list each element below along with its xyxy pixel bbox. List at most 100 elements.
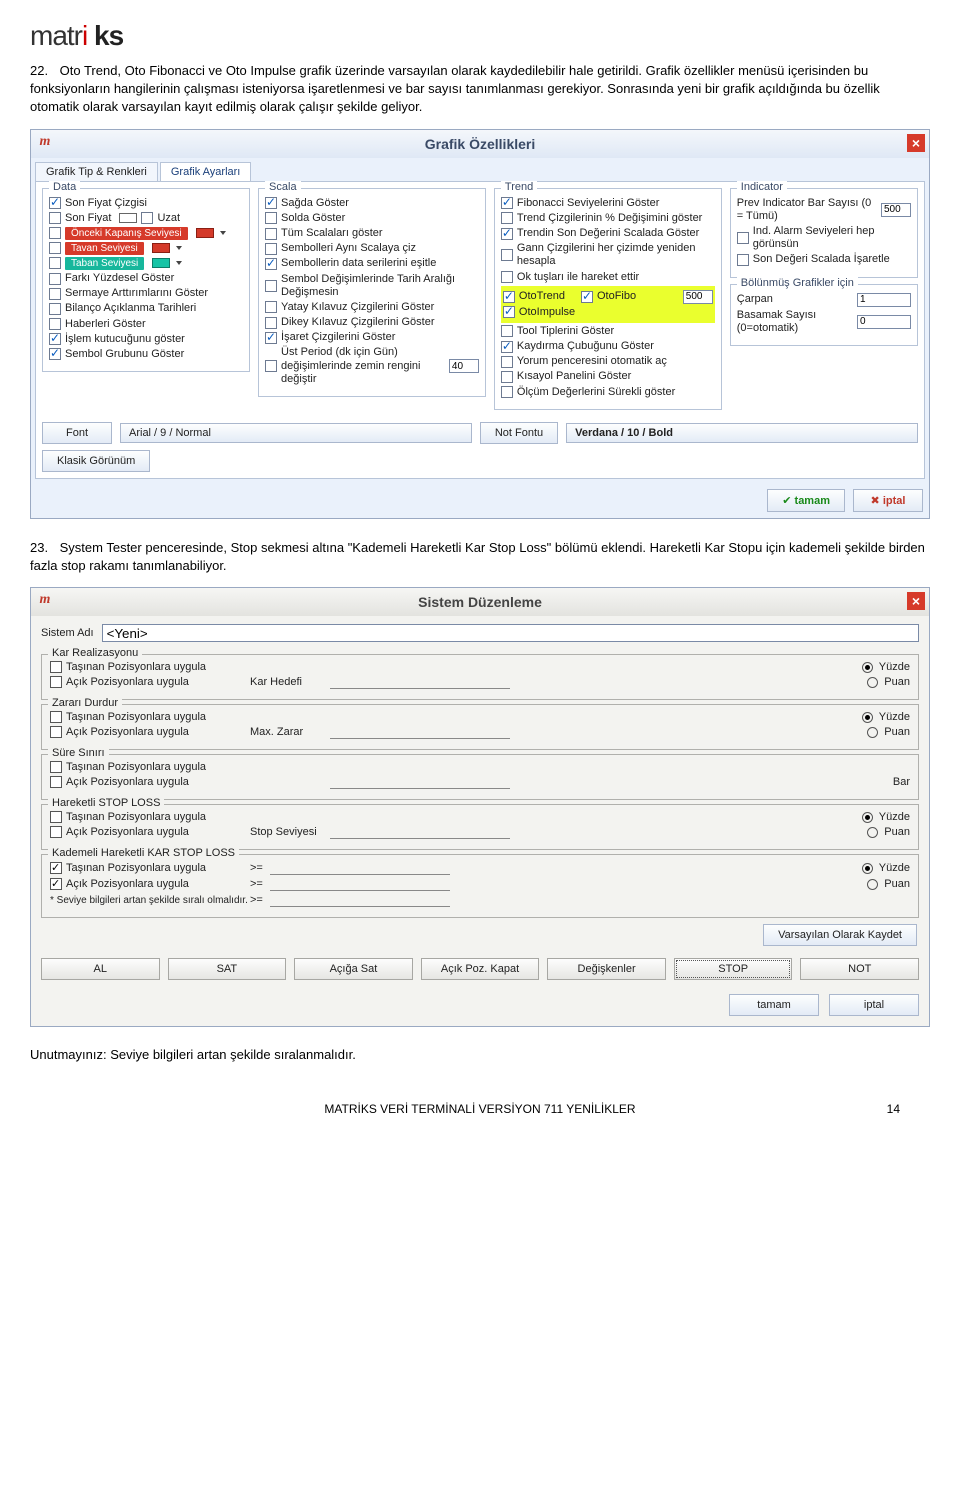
- lbl-son-deger: Son Değeri Scalada İşaretle: [753, 253, 890, 266]
- chk-son-fiyat[interactable]: [49, 212, 61, 224]
- chk-solda[interactable]: [265, 212, 277, 224]
- radio-kad-yuzde[interactable]: [862, 863, 873, 874]
- chk-otoimpulse[interactable]: [503, 306, 515, 318]
- radio-g1-puan[interactable]: [867, 727, 878, 738]
- swatch-red-2[interactable]: [152, 243, 170, 253]
- chk-g2-r0[interactable]: [50, 761, 62, 773]
- tab-grafik-tip[interactable]: Grafik Tip & Renkleri: [35, 162, 158, 181]
- chk-trend-yuzde[interactable]: [501, 212, 513, 224]
- swatch-teal[interactable]: [152, 258, 170, 268]
- chk-g1-r1[interactable]: [50, 726, 62, 738]
- input-basamak[interactable]: [857, 315, 911, 329]
- radio-g3-yuzde[interactable]: [862, 812, 873, 823]
- lbl-g2-r0: Taşınan Pozisyonlara uygula: [66, 761, 206, 773]
- chk-son-deger[interactable]: [737, 254, 749, 266]
- close-icon[interactable]: ×: [907, 134, 925, 152]
- chk-onceki-kapanis[interactable]: [49, 227, 61, 239]
- klasik-gorunum-button[interactable]: Klasik Görünüm: [42, 450, 150, 472]
- group-1: Zararı DurdurTaşınan Pozisyonlara uygula…: [41, 704, 919, 750]
- chk-fark-yuzdesel[interactable]: [49, 273, 61, 285]
- chk-tavan[interactable]: [49, 242, 61, 254]
- chk-olcum[interactable]: [501, 386, 513, 398]
- chevron-down-icon[interactable]: [174, 243, 184, 253]
- chk-g3-r1[interactable]: [50, 826, 62, 838]
- chk-uzat[interactable]: [141, 212, 153, 224]
- font-button[interactable]: Font: [42, 422, 112, 444]
- radio-kad-puan[interactable]: [867, 879, 878, 890]
- kad-input-2[interactable]: [270, 877, 450, 891]
- tab-grafik-ayarlari[interactable]: Grafik Ayarları: [160, 162, 252, 181]
- chk-ust-period[interactable]: [265, 360, 277, 372]
- chevron-down-icon[interactable]: [174, 258, 184, 268]
- tab-stop[interactable]: STOP: [674, 958, 793, 980]
- notfont-button[interactable]: Not Fontu: [480, 422, 558, 444]
- chk-g3-r0[interactable]: [50, 811, 62, 823]
- chk-dikey-kilavuz[interactable]: [265, 317, 277, 329]
- input-ust-period[interactable]: [449, 359, 479, 373]
- chevron-down-icon[interactable]: [218, 228, 228, 238]
- sistem-tamam-button[interactable]: tamam: [729, 994, 819, 1016]
- chk-kad-acik[interactable]: [50, 878, 62, 890]
- chk-ototrend[interactable]: [503, 291, 515, 303]
- chk-degismesin[interactable]: [265, 280, 277, 292]
- chk-g0-r0[interactable]: [50, 661, 62, 673]
- chk-haberler[interactable]: [49, 318, 61, 330]
- chk-otofibo[interactable]: [581, 291, 593, 303]
- input-ind-bar[interactable]: [881, 203, 911, 217]
- kad-input-1[interactable]: [270, 861, 450, 875]
- save-default-button[interactable]: Varsayılan Olarak Kaydet: [763, 924, 917, 946]
- iptal-button[interactable]: ✖ iptal: [853, 489, 923, 512]
- input-carpan[interactable]: [857, 293, 911, 307]
- tamam-button[interactable]: ✔ tamam: [767, 489, 845, 512]
- tab-acik-poz-kapat[interactable]: Açık Poz. Kapat: [421, 958, 540, 980]
- input-g1[interactable]: [330, 725, 510, 739]
- chk-kisayol[interactable]: [501, 371, 513, 383]
- chk-ayni-scala[interactable]: [265, 243, 277, 255]
- chk-yorum[interactable]: [501, 356, 513, 368]
- sysname-input[interactable]: [102, 624, 919, 642]
- chk-yatay-kilavuz[interactable]: [265, 301, 277, 313]
- close-icon[interactable]: ×: [907, 592, 925, 610]
- tab-al[interactable]: AL: [41, 958, 160, 980]
- lbl-isaret: İşaret Çizgilerini Göster: [281, 331, 395, 344]
- input-g0[interactable]: [330, 675, 510, 689]
- chk-esitle[interactable]: [265, 258, 277, 270]
- input-g3[interactable]: [330, 825, 510, 839]
- tab-degiskenler[interactable]: Değişkenler: [547, 958, 666, 980]
- chk-kaydirma[interactable]: [501, 341, 513, 353]
- chk-ind-alarm[interactable]: [737, 232, 749, 244]
- kad-input-3[interactable]: [270, 893, 450, 907]
- chk-islem-kutucugu[interactable]: [49, 333, 61, 345]
- swatch-red[interactable]: [196, 228, 214, 238]
- chk-bilanco[interactable]: [49, 303, 61, 315]
- chk-sagda[interactable]: [265, 197, 277, 209]
- sistem-iptal-button[interactable]: iptal: [829, 994, 919, 1016]
- chk-taban[interactable]: [49, 257, 61, 269]
- tab-sat[interactable]: SAT: [168, 958, 287, 980]
- chk-tool-tip[interactable]: [501, 325, 513, 337]
- chk-g0-r1[interactable]: [50, 676, 62, 688]
- radio-g0-puan[interactable]: [867, 677, 878, 688]
- chk-g1-r0[interactable]: [50, 711, 62, 723]
- chk-gann[interactable]: [501, 249, 513, 261]
- chk-tum-scala[interactable]: [265, 228, 277, 240]
- tab-not[interactable]: NOT: [800, 958, 919, 980]
- input-otofibo-bars[interactable]: [683, 290, 713, 304]
- app-icon: m: [37, 134, 53, 150]
- radio-g3-puan[interactable]: [867, 827, 878, 838]
- chk-son-fiyat-cizgisi[interactable]: [49, 197, 61, 209]
- chk-g2-r1[interactable]: [50, 776, 62, 788]
- radio-g1-yuzde[interactable]: [862, 712, 873, 723]
- tab-aciga-sat[interactable]: Açığa Sat: [294, 958, 413, 980]
- color-swatch[interactable]: [119, 213, 137, 223]
- chk-sermaye[interactable]: [49, 288, 61, 300]
- chk-trend-son-deger[interactable]: [501, 228, 513, 240]
- chk-isaret[interactable]: [265, 332, 277, 344]
- chk-ok-tuslari[interactable]: [501, 271, 513, 283]
- chk-kad-tasinan[interactable]: [50, 862, 62, 874]
- chk-sembol-grubu[interactable]: [49, 348, 61, 360]
- chk-fibo-seviye[interactable]: [501, 197, 513, 209]
- radio-g0-yuzde[interactable]: [862, 662, 873, 673]
- input-g2[interactable]: [330, 775, 510, 789]
- lbl-kisayol: Kısayol Panelini Göster: [517, 370, 631, 383]
